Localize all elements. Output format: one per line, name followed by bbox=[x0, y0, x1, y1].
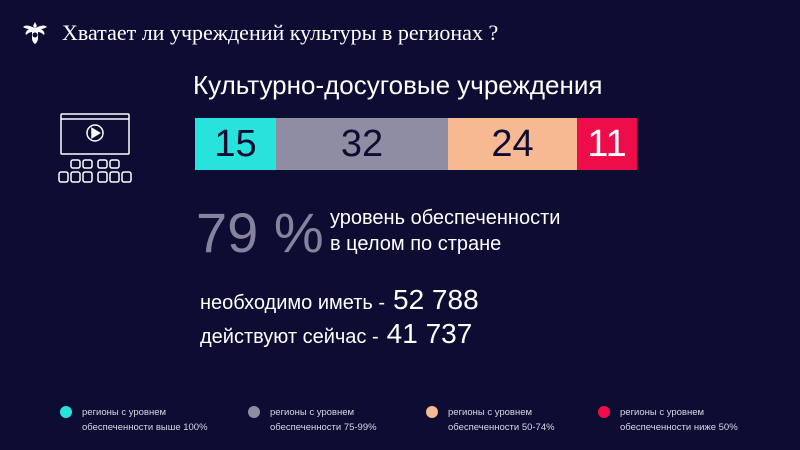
percent-desc-line2: в целом по стране bbox=[330, 233, 502, 255]
legend-item: регионы с уровнем обеспеченности 50-74% bbox=[426, 405, 598, 435]
bar-segment: 24 bbox=[448, 118, 577, 170]
legend-line2: обеспеченности выше 100% bbox=[82, 422, 208, 433]
legend-line2: обеспеченности 75-99% bbox=[270, 422, 377, 433]
stat-need-value: 52 788 bbox=[393, 284, 479, 315]
stat-have: действуют сейчас - 41 737 bbox=[200, 318, 472, 350]
bar-value-label: 32 bbox=[340, 122, 384, 165]
stacked-bar: 15 32 24 11 bbox=[195, 118, 637, 170]
bar-value-label: 15 bbox=[214, 122, 257, 165]
legend-line2: обеспеченности 50-74% bbox=[448, 422, 555, 433]
stat-need-label: необходимо иметь - bbox=[200, 292, 385, 314]
legend-line1: регионы с уровнем bbox=[82, 407, 167, 418]
bar-segment: 32 bbox=[276, 118, 448, 170]
page-title: Хватает ли учреждений культуры в региона… bbox=[62, 20, 499, 45]
bar-segment: 11 bbox=[577, 118, 637, 170]
cinema-audience-icon bbox=[58, 113, 132, 183]
legend-dot bbox=[248, 406, 260, 418]
overall-percent: 79 % bbox=[196, 201, 324, 264]
legend-line1: регионы с уровнем bbox=[448, 407, 533, 418]
chart-title: Культурно-досуговые учреждения bbox=[193, 70, 603, 100]
stat-have-value: 41 737 bbox=[386, 318, 473, 349]
bar-segment: 15 bbox=[195, 118, 276, 170]
legend-item: регионы с уровнем обеспеченности выше 100… bbox=[60, 405, 232, 435]
legend-dot bbox=[598, 406, 610, 418]
stat-have-label: действуют сейчас - bbox=[200, 326, 379, 348]
stat-need: необходимо иметь - 52 788 bbox=[200, 284, 479, 316]
bar-value-label: 11 bbox=[587, 122, 627, 165]
legend-item: регионы с уровнем обеспеченности 75-99% bbox=[248, 405, 420, 435]
emblem-icon bbox=[23, 22, 47, 44]
bar-value-label: 24 bbox=[491, 122, 534, 165]
legend-line1: регионы с уровнем bbox=[270, 407, 355, 418]
legend-dot bbox=[60, 406, 72, 418]
overall-percent-description: уровень обеспеченности в целом по стране bbox=[330, 205, 560, 257]
legend-dot bbox=[426, 406, 438, 418]
legend-line2: обеспеченности ниже 50% bbox=[620, 422, 738, 433]
percent-desc-line1: уровень обеспеченности bbox=[330, 207, 561, 229]
legend-line1: регионы с уровнем bbox=[620, 407, 705, 418]
legend-item: регионы с уровнем обеспеченности ниже 50% bbox=[598, 405, 770, 435]
header: Хватает ли учреждений культуры в региона… bbox=[20, 18, 498, 48]
